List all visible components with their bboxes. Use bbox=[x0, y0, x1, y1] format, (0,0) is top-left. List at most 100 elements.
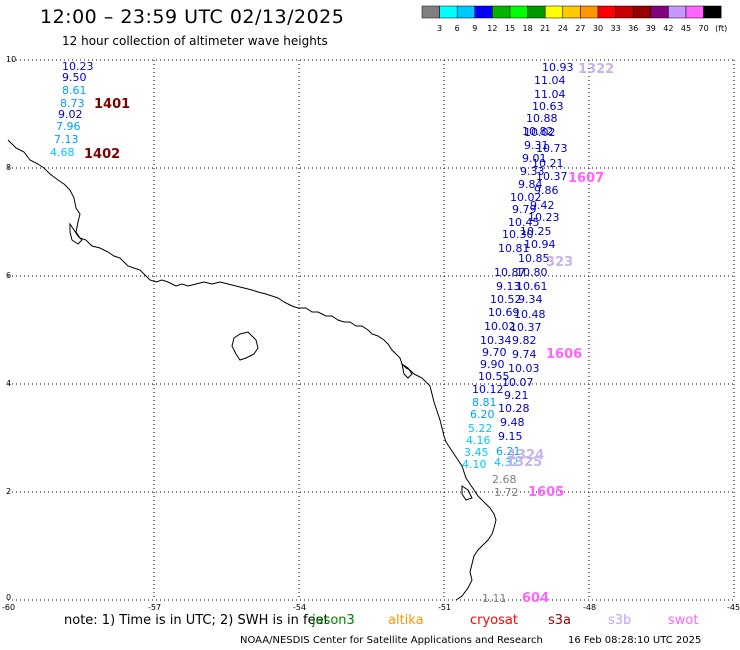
wave-height-label: 8.73 bbox=[60, 97, 85, 110]
wave-height-label: 9.01 bbox=[522, 152, 547, 165]
wave-height-label: 1.72 bbox=[494, 486, 519, 499]
legend-swatch bbox=[439, 5, 458, 19]
wave-height-label: 7.13 bbox=[54, 133, 79, 146]
legend-label: 45 bbox=[681, 24, 691, 33]
legend-swatch bbox=[562, 5, 581, 19]
wave-height-label: 9.02 bbox=[58, 108, 83, 121]
track-number-label: 1402 bbox=[84, 147, 120, 162]
wave-height-label: 10.63 bbox=[532, 100, 564, 113]
wave-height-label: 9.15 bbox=[498, 430, 523, 443]
wave-height-label: 9.42 bbox=[530, 199, 555, 212]
wave-height-label: 10.85 bbox=[518, 252, 550, 265]
wave-height-label: 10.02 bbox=[484, 320, 516, 333]
wave-height-label: 10.37 bbox=[510, 321, 542, 334]
legend-label: 6 bbox=[455, 24, 460, 33]
credit-line: NOAA/NESDIS Center for Satellite Applica… bbox=[240, 635, 543, 646]
legend-label: 15 bbox=[505, 24, 515, 33]
wave-height-label: 10.23 bbox=[62, 60, 94, 73]
y-tick-label: 10 bbox=[6, 55, 16, 64]
x-tick-label: -57 bbox=[148, 603, 161, 612]
wave-height-label: 9.86 bbox=[534, 184, 559, 197]
track-number-label: 1605 bbox=[528, 485, 564, 500]
track-number-label: 1324 bbox=[508, 448, 544, 463]
wave-height-label: 9.50 bbox=[62, 71, 87, 84]
wave-height-label: 6.21 bbox=[496, 445, 521, 458]
legend-label: 12 bbox=[487, 24, 497, 33]
wave-height-label: 9.74 bbox=[512, 348, 537, 361]
legend-swatch bbox=[597, 5, 616, 19]
y-tick-label: 4 bbox=[6, 379, 11, 388]
wave-height-label: 9.82 bbox=[512, 334, 537, 347]
chart-subtitle: 12 hour collection of altimeter wave hei… bbox=[62, 34, 328, 48]
wave-height-label: 8.61 bbox=[62, 84, 87, 97]
x-tick-label: -54 bbox=[293, 603, 306, 612]
legend-label: 21 bbox=[540, 24, 550, 33]
wave-height-label: 11.04 bbox=[534, 74, 566, 87]
legend-label: 70 bbox=[699, 24, 709, 33]
wave-height-label: 9.84 bbox=[518, 178, 543, 191]
footer-note: note: 1) Time is in UTC; 2) SWH is in fe… bbox=[64, 613, 329, 628]
wave-height-label: 9.48 bbox=[500, 416, 525, 429]
legend-swatch bbox=[421, 5, 440, 19]
wave-height-label: 7.96 bbox=[56, 120, 81, 133]
wave-height-label: 10.87 bbox=[494, 266, 526, 279]
wave-height-label: 10.28 bbox=[498, 402, 530, 415]
track-number-label: 1325 bbox=[506, 455, 542, 470]
wave-height-label: 1.11 bbox=[482, 592, 507, 605]
wave-height-label: 10.07 bbox=[502, 376, 534, 389]
legend-label: 27 bbox=[575, 24, 585, 33]
legend-swatch bbox=[544, 5, 564, 19]
wave-height-label: 9.79 bbox=[512, 203, 537, 216]
legend-swatch bbox=[509, 5, 528, 19]
color-legend: 3 6 9 12 15 18 21 24 27 30 33 36 39 42 45 70 (ft) bbox=[421, 5, 727, 33]
wave-height-label: 4.68 bbox=[50, 146, 75, 159]
legend-swatch bbox=[580, 5, 599, 19]
wave-height-label: 10.12 bbox=[472, 383, 504, 396]
legend-label: 39 bbox=[646, 24, 656, 33]
legend-label: 42 bbox=[663, 24, 673, 33]
legend-swatch bbox=[632, 5, 652, 19]
wave-height-label: 5.22 bbox=[468, 422, 493, 435]
track-number-label: 1607 bbox=[568, 171, 604, 186]
coastline bbox=[7, 139, 497, 601]
y-tick-label: 0 bbox=[6, 593, 11, 602]
wave-height-label: 10.45 bbox=[508, 216, 540, 229]
satellite-name-swot: swot bbox=[668, 613, 699, 628]
wave-height-label: 11.04 bbox=[534, 88, 566, 101]
wave-height-label: 9.70 bbox=[482, 346, 507, 359]
y-tick-label: 2 bbox=[6, 487, 11, 496]
track-number-label: 1606 bbox=[546, 347, 582, 362]
track-number-label: 1401 bbox=[94, 97, 130, 112]
legend-swatch bbox=[703, 5, 722, 19]
legend-label: 36 bbox=[628, 24, 638, 33]
wave-height-label: 10.02 bbox=[524, 126, 556, 139]
legend-label: 18 bbox=[523, 24, 533, 33]
legend-swatch bbox=[492, 5, 511, 19]
x-tick-label: -60 bbox=[2, 603, 15, 612]
wave-height-label: 9.90 bbox=[480, 358, 505, 371]
y-tick-label: 6 bbox=[6, 271, 11, 280]
wave-height-label: 4.10 bbox=[462, 458, 487, 471]
y-tick-label: 8 bbox=[6, 163, 11, 172]
legend-label: 33 bbox=[611, 24, 621, 33]
track-number-label: 604 bbox=[522, 591, 549, 606]
legend-label: (ft) bbox=[715, 24, 727, 33]
wave-height-label: 10.69 bbox=[488, 306, 520, 319]
legend-swatch bbox=[456, 5, 476, 19]
wave-height-label: 10.61 bbox=[516, 280, 548, 293]
legend-label: 9 bbox=[472, 24, 477, 33]
wave-height-label: 10.03 bbox=[508, 362, 540, 375]
wave-height-label: 10.73 bbox=[536, 142, 568, 155]
wave-height-label: 10.21 bbox=[532, 157, 564, 170]
wave-height-label: 10.34 bbox=[480, 334, 512, 347]
wave-height-label: 10.81 bbox=[498, 242, 530, 255]
wave-height-label: 10.93 bbox=[542, 61, 574, 74]
legend-swatch bbox=[650, 5, 669, 19]
legend-swatch bbox=[685, 5, 704, 19]
wave-height-label: 8.81 bbox=[472, 396, 497, 409]
legend-label: 3 bbox=[437, 24, 442, 33]
wave-height-label: 10.52 bbox=[490, 293, 522, 306]
wave-height-label: 9.21 bbox=[504, 389, 529, 402]
wave-height-label: 10.88 bbox=[526, 112, 558, 125]
